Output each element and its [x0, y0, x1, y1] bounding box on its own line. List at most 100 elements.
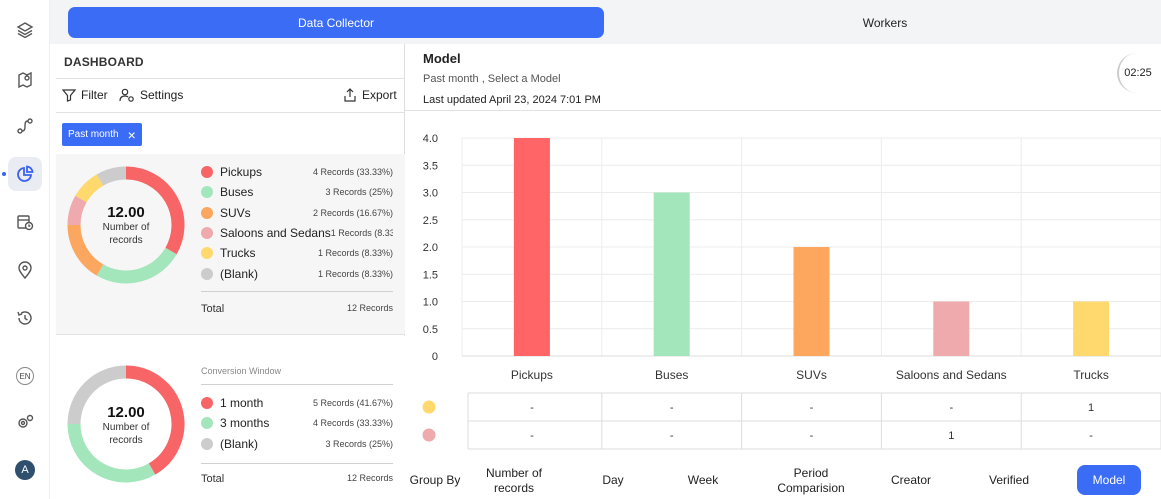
total-label: Total [201, 303, 225, 315]
donut-slice[interactable] [96, 166, 127, 186]
export-button[interactable]: Export [343, 88, 397, 102]
legend-item[interactable]: 3 months 4 Records (33.33%) [201, 413, 393, 433]
y-tick-label: 3.5 [423, 160, 438, 172]
x-tick-label: SUVs [796, 368, 827, 382]
donut-slice[interactable] [75, 174, 104, 203]
dashboard-panel: DASHBOARD Filter Settings Export Past mo… [56, 44, 405, 499]
table-cell: 1 [948, 430, 954, 442]
table-cell: - [810, 430, 814, 442]
y-tick-label: 1.5 [423, 269, 438, 281]
divider [201, 291, 393, 292]
legend-item[interactable]: 1 month 5 Records (41.67%) [201, 393, 393, 413]
group-by-option[interactable]: Number of records [485, 465, 543, 495]
bar[interactable] [653, 192, 690, 357]
legend-label: Buses [220, 185, 254, 200]
nav-rail: EN A [0, 0, 50, 499]
donut-total-value: 12.00 [107, 204, 145, 221]
table-cell: - [1089, 430, 1093, 442]
table-cell: - [670, 402, 674, 414]
donut-slice[interactable] [125, 365, 185, 475]
donut-slice[interactable] [96, 247, 177, 284]
legend-swatch [201, 247, 213, 260]
avatar[interactable]: A [15, 460, 35, 480]
bar[interactable] [933, 301, 970, 357]
group-by-option[interactable]: Verified [988, 473, 1030, 487]
group-by-option[interactable]: Period Comparision [777, 465, 845, 495]
pie-chart-icon[interactable] [8, 157, 42, 191]
table-cell: - [810, 402, 814, 414]
legend-swatch [201, 186, 213, 199]
dashboard-title: DASHBOARD [64, 55, 144, 69]
conversion-window-donut [67, 365, 185, 483]
legend-records: 1 Records (8.33%) [317, 248, 393, 259]
layers-icon[interactable] [8, 13, 42, 47]
bar[interactable] [513, 138, 550, 356]
calendar-clock-icon[interactable] [8, 205, 42, 239]
history-icon[interactable] [8, 301, 42, 335]
group-by-option[interactable]: Day [602, 473, 624, 487]
donut-center: 12.00 Number of records [81, 204, 171, 247]
chart-title: Model [423, 51, 461, 66]
legend-item[interactable]: SUVs 2 Records (16.67%) [201, 203, 393, 223]
legend-item[interactable]: Trucks 1 Records (8.33%) [201, 243, 393, 263]
tab-workers[interactable]: Workers [862, 15, 908, 30]
legend-swatch [201, 166, 213, 178]
export-icon [344, 88, 356, 102]
legend-records: 3 Records (25%) [325, 438, 393, 449]
total-row: Total 12 Records [201, 303, 393, 315]
location-gear-icon[interactable] [8, 253, 42, 287]
y-tick-label: 4.0 [423, 133, 438, 145]
group-by-option[interactable]: Week [687, 473, 719, 487]
filter-label: Filter [81, 88, 108, 102]
close-icon[interactable]: × [127, 126, 136, 143]
table-cell: 1 [1088, 402, 1094, 414]
table-cell: - [670, 430, 674, 442]
map-pin-icon[interactable] [8, 62, 42, 96]
legend-label: Trucks [220, 246, 256, 261]
legend-label: Pickups [220, 165, 263, 179]
refresh-timer[interactable]: 02:25 [1117, 53, 1157, 93]
total-row: Total 12 Records [201, 473, 393, 485]
last-updated: Last updated April 23, 2024 7:01 PM [423, 94, 601, 106]
settings-icon[interactable] [8, 405, 42, 439]
bar[interactable] [793, 247, 830, 356]
language-label: EN [16, 367, 34, 385]
settings-button[interactable]: Settings [119, 88, 183, 102]
donut-slice[interactable] [67, 365, 127, 425]
divider [56, 334, 405, 335]
donut-slice[interactable] [67, 224, 104, 276]
group-by-option[interactable]: Model [1077, 465, 1141, 495]
legend-item[interactable]: Pickups 4 Records (33.33%) [201, 162, 393, 182]
legend-item[interactable]: (Blank) 3 Records (25%) [201, 434, 393, 454]
filter-button[interactable]: Filter [62, 88, 108, 102]
vehicle-type-donut [67, 166, 185, 284]
filter-chip[interactable]: Past month × [62, 123, 142, 146]
y-tick-label: 0.5 [423, 324, 438, 336]
language-icon[interactable]: EN [8, 359, 42, 393]
legend-swatch [201, 267, 213, 280]
divider [56, 78, 405, 79]
legend-item[interactable]: Buses 3 Records (25%) [201, 182, 393, 202]
donut-slice[interactable] [125, 166, 185, 255]
table-cell: - [530, 430, 534, 442]
legend-label: 3 months [220, 416, 270, 431]
donut-total-caption: Number of records [102, 422, 150, 446]
legend-records: 3 Records (25%) [325, 187, 393, 198]
user-gear-icon [119, 88, 134, 102]
bar[interactable] [1073, 301, 1110, 357]
donut-slice[interactable] [67, 423, 156, 483]
settings-label: Settings [140, 88, 184, 102]
route-icon[interactable] [8, 109, 42, 143]
legend-records: 5 Records (41.67%) [312, 398, 393, 408]
x-tick-label: Trucks [1073, 368, 1109, 382]
legend-item[interactable]: (Blank) 1 Records (8.33%) [201, 264, 393, 284]
y-tick-label: 2.5 [423, 215, 438, 227]
group-by-option[interactable]: Creator [890, 473, 931, 487]
table-cell: - [949, 402, 953, 414]
tab-data-collector[interactable]: Data Collector [68, 7, 604, 38]
y-tick-label: 0 [432, 351, 438, 363]
model-bar-chart: 4.0 3.5 3.0 2.5 2.0 1.5 1.0 0.5 0 Pickups Buses SUV… [422, 133, 1161, 450]
legend-records: 1 Records (8.33%) [317, 268, 393, 279]
donut-slice[interactable] [67, 195, 87, 226]
